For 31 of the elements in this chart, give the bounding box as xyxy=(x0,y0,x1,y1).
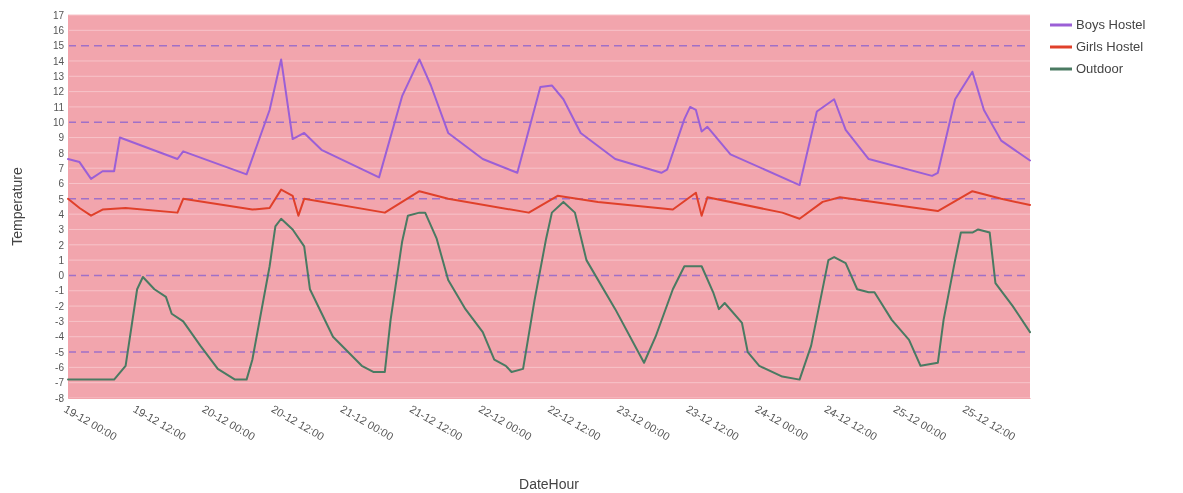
y-tick-label: -6 xyxy=(55,362,65,374)
y-tick-label: -2 xyxy=(55,300,65,312)
y-tick-label: 3 xyxy=(58,224,65,236)
y-tick-label: 15 xyxy=(52,40,65,52)
legend-label: Outdoor xyxy=(1076,61,1124,76)
y-tick-label: -3 xyxy=(55,316,65,328)
y-tick-label: 13 xyxy=(52,70,65,82)
legend-label: Girls Hostel xyxy=(1076,39,1144,54)
y-tick-label: 8 xyxy=(58,147,65,159)
y-axis-title: Temperature xyxy=(9,166,25,246)
y-tick-label: 0 xyxy=(58,270,65,282)
y-tick-label: 1 xyxy=(58,254,65,266)
y-tick-label: 4 xyxy=(58,208,65,220)
y-tick-label: 12 xyxy=(52,86,65,98)
y-tick-label: 7 xyxy=(58,162,65,174)
x-axis-title: DateHour xyxy=(519,476,580,492)
y-tick-label: 14 xyxy=(52,55,65,67)
y-tick-label: 5 xyxy=(58,193,65,205)
y-tick-label: 2 xyxy=(58,239,65,251)
y-tick-label: 17 xyxy=(52,9,65,21)
y-tick-label: 11 xyxy=(53,101,65,113)
y-tick-label: 10 xyxy=(52,116,65,128)
y-tick-label: 9 xyxy=(58,132,65,144)
legend-label: Boys Hostel xyxy=(1076,17,1146,32)
y-tick-label: -1 xyxy=(55,285,65,297)
y-tick-label: -7 xyxy=(55,377,65,389)
y-tick-label: -8 xyxy=(55,392,65,404)
y-tick-label: 16 xyxy=(52,25,65,37)
y-tick-label: 6 xyxy=(58,178,65,190)
y-tick-label: -4 xyxy=(55,331,65,343)
y-tick-label: -5 xyxy=(55,346,65,358)
